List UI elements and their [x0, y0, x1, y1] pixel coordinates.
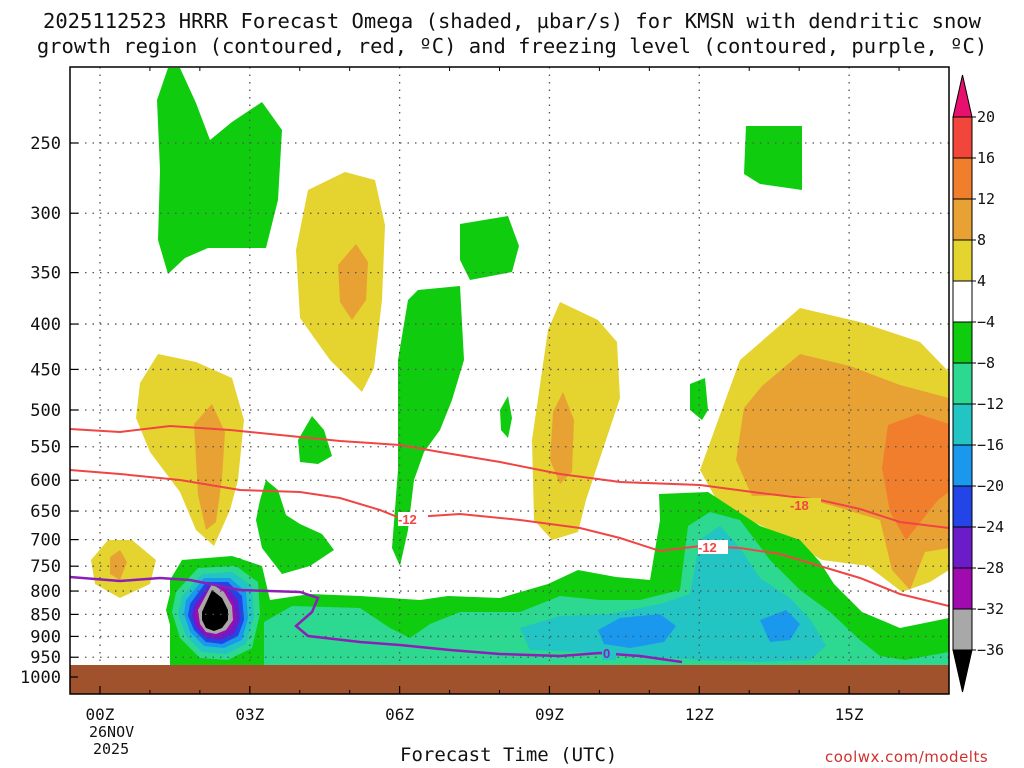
omega-fill-region: [392, 286, 464, 566]
colorbar-label: −4: [977, 313, 995, 331]
colorbar-label: −16: [977, 436, 1004, 454]
omega-fill-region: [744, 126, 802, 190]
ground-surface: [70, 665, 949, 694]
colorbar-segment: [952, 321, 973, 364]
colorbar-label: −32: [977, 600, 1004, 618]
colorbar-label: −20: [977, 477, 1004, 495]
colorbar-segment: [952, 485, 973, 528]
colorbar-segment: [952, 608, 973, 651]
colorbar-segment: [952, 116, 973, 159]
dgz-upper-contour: [70, 424, 949, 529]
omega-fill-region: [550, 392, 574, 484]
chart-title-line-1: 2025112523 HRRR Forecast Omega (shaded, …: [43, 9, 981, 33]
colorbar-label: 20: [977, 108, 995, 126]
y-tick-label: 600: [30, 471, 61, 491]
x-tick-label: 03Z: [235, 705, 264, 724]
dgz-label: -12: [698, 540, 717, 555]
colorbar-segment: [952, 157, 973, 200]
y-tick-label: 900: [30, 627, 61, 647]
omega-fill-region: [460, 216, 519, 280]
y-tick-label: 700: [30, 531, 61, 551]
x-tick-label: 15Z: [835, 705, 864, 724]
y-tick-label: 850: [30, 605, 61, 625]
omega-fill-region: [520, 526, 826, 662]
colorbar-segment: [952, 526, 973, 569]
y-tick-label: 350: [30, 264, 61, 284]
omega-fill-region: [157, 68, 282, 274]
colorbar-segment: [952, 239, 973, 282]
colorbar-label: −24: [977, 518, 1004, 536]
colorbar-label: 8: [977, 231, 986, 249]
omega-colorbar: 20 16 12 8 4 −4 −8 −12 −16 −20 −24 −28 −32 −36: [952, 74, 1004, 693]
colorbar-label: 16: [977, 149, 995, 167]
colorbar-label: −8: [977, 354, 995, 372]
y-tick-label: 750: [30, 557, 61, 577]
colorbar-segment: [952, 280, 973, 323]
x-tick-label: 09Z: [535, 705, 564, 724]
colorbar-segment: [952, 198, 973, 241]
date-day-month: 26NOV: [89, 723, 135, 741]
x-tick-label: 06Z: [385, 705, 414, 724]
colorbar-label: 12: [977, 190, 995, 208]
omega-fill-region: [110, 550, 127, 580]
y-axis: 2503003504004505005506006507007508008509…: [20, 134, 78, 688]
dgz-contours: [70, 424, 949, 607]
omega-fill-region: [256, 480, 334, 574]
y-tick-label: 1000: [20, 668, 61, 688]
omega-fill-region: [338, 244, 368, 320]
omega-fill-region: [882, 414, 949, 540]
chart-title-line-2: growth region (contoured, red, ºC) and f…: [36, 34, 988, 58]
y-tick-label: 450: [30, 360, 61, 380]
x-axis-label: Forecast Time (UTC): [400, 744, 618, 766]
plot-frame: [69, 66, 950, 695]
omega-shading: [91, 68, 949, 665]
contour-labels: -12 -12 -18 0: [398, 498, 821, 661]
omega-fill-region: [136, 354, 244, 546]
colorbar-max-arrow: [952, 74, 973, 118]
omega-fill-region: [736, 354, 949, 590]
y-tick-label: 250: [30, 134, 61, 154]
y-tick-label: 950: [30, 648, 61, 668]
omega-fill-region: [202, 590, 228, 631]
omega-fill-region: [532, 302, 620, 540]
colorbar-label: −36: [977, 641, 1004, 659]
dgz-label: -12: [398, 512, 417, 527]
dgz-lower-contour: [70, 469, 949, 607]
colorbar-label: 4: [977, 272, 986, 290]
colorbar-min-arrow: [952, 649, 973, 693]
colorbar-segment: [952, 362, 973, 405]
y-tick-label: 300: [30, 204, 61, 224]
x-tick-label: 12Z: [685, 705, 714, 724]
y-tick-label: 550: [30, 438, 61, 458]
y-tick-label: 800: [30, 582, 61, 602]
y-tick-label: 400: [30, 315, 61, 335]
freezing-level-label: 0: [603, 646, 610, 661]
colorbar-label: −12: [977, 395, 1004, 413]
omega-fill-region: [598, 614, 676, 648]
omega-fill-region: [690, 378, 708, 420]
source-credit: coolwx.com/modelts: [825, 748, 989, 766]
omega-fill-region: [500, 396, 512, 438]
omega-fill-region: [194, 404, 225, 530]
colorbar-segment: [952, 444, 973, 487]
x-axis: 00Z 03Z 06Z 09Z 12Z 15Z: [86, 67, 950, 724]
colorbar-label: −28: [977, 559, 1004, 577]
y-tick-label: 650: [30, 502, 61, 522]
colorbar-segment: [952, 403, 973, 446]
date-year: 2025: [93, 740, 130, 758]
omega-fill-region: [298, 416, 332, 464]
dgz-label: -18: [790, 498, 809, 513]
y-tick-label: 500: [30, 401, 61, 421]
freezing-level-contour: [70, 575, 683, 664]
colorbar-segment: [952, 567, 973, 610]
x-tick-label: 00Z: [86, 705, 115, 724]
omega-fill-region: [760, 610, 800, 642]
